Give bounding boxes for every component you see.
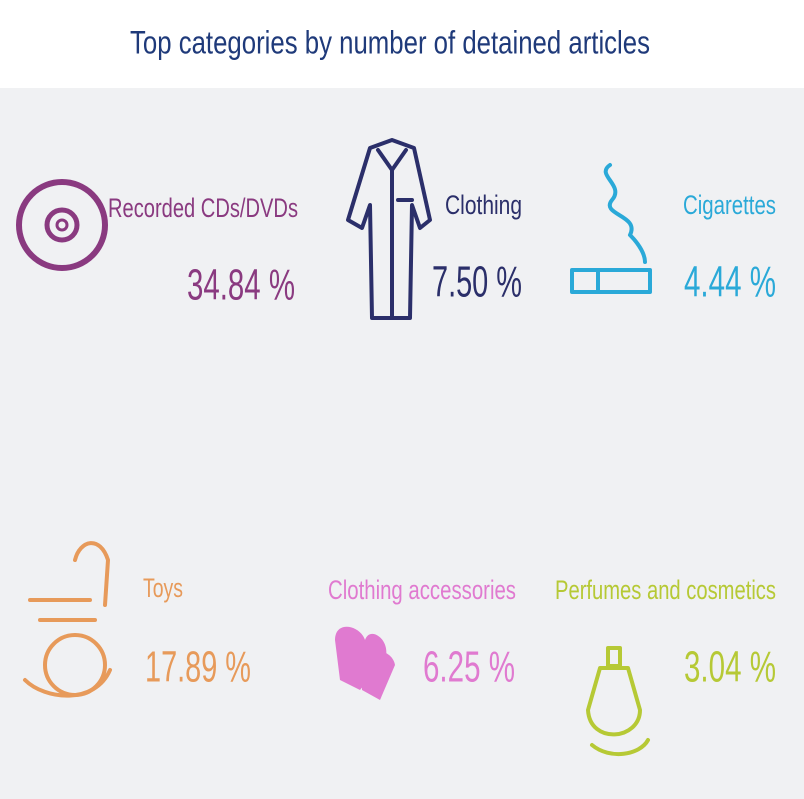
- gloves-icon: [335, 626, 395, 700]
- item-label: Clothing: [445, 190, 522, 220]
- item-label: Cigarettes: [683, 190, 776, 220]
- cd-icon: [16, 179, 108, 271]
- item-value: 17.89 %: [145, 643, 251, 692]
- title: Top categories by number of detained art…: [130, 24, 650, 60]
- cigarette-icon: [570, 163, 652, 294]
- item-value: 4.44 %: [684, 258, 776, 307]
- perfume-icon: [586, 646, 650, 757]
- item-value: 7.50 %: [432, 258, 522, 307]
- item-value: 3.04 %: [684, 643, 776, 692]
- item-value: 34.84 %: [187, 261, 295, 310]
- toy-horse-icon: [23, 541, 112, 698]
- item-label: Recorded CDs/DVDs: [108, 193, 298, 223]
- item-label: Perfumes and cosmetics: [555, 575, 776, 605]
- item-label: Clothing accessories: [328, 575, 516, 605]
- item-value: 6.25 %: [423, 643, 515, 692]
- shirt-icon: [346, 138, 432, 320]
- item-label: Toys: [143, 573, 183, 603]
- background: [0, 88, 804, 799]
